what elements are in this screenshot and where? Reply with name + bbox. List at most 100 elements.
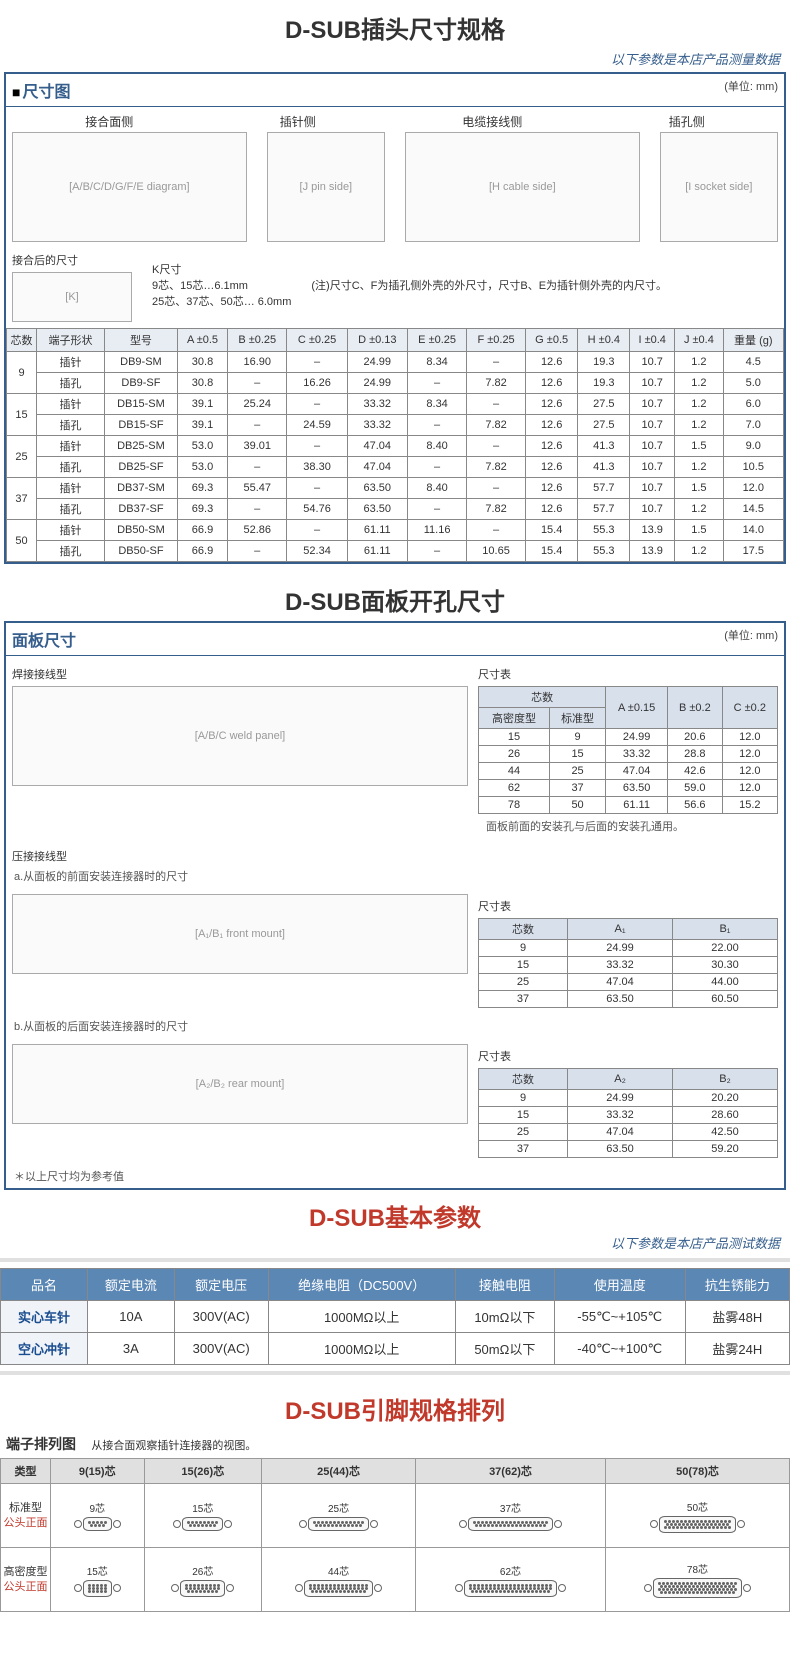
- t2a-cell: 15: [549, 746, 605, 763]
- t1-cell: 69.3: [177, 499, 227, 520]
- t1-cell: 10.7: [630, 373, 675, 394]
- t4-th: 15(26)芯: [144, 1459, 262, 1484]
- t2c-cell: 37: [479, 1141, 568, 1158]
- t1-cell: 57.7: [578, 499, 630, 520]
- t1-cell: 10.7: [630, 457, 675, 478]
- t1-cell: 9.0: [723, 436, 783, 457]
- t1-cell: 38.30: [287, 457, 347, 478]
- diagram-cable: [H cable side]: [405, 132, 640, 242]
- t1-cell: 52.86: [228, 520, 287, 541]
- t1-cell: DB50-SM: [104, 520, 177, 541]
- t2a-cell: 15.2: [722, 797, 777, 814]
- title-1: D-SUB插头尺寸规格: [0, 0, 790, 49]
- t1-th: H ±0.4: [578, 329, 630, 352]
- t1-cell: 8.40: [407, 478, 466, 499]
- t1-pin: 25: [7, 436, 37, 478]
- t2c-cell: 33.32: [568, 1107, 673, 1124]
- t2b-cell: 30.30: [673, 957, 778, 974]
- t1-cell: –: [287, 394, 347, 415]
- diagram-pinside: [J pin side]: [267, 132, 385, 242]
- t2c-cell: 20.20: [673, 1090, 778, 1107]
- t2b-cell: 37: [479, 991, 568, 1008]
- unit-2: (单位: mm): [724, 627, 778, 643]
- t1-cell: –: [407, 415, 466, 436]
- t1-cell: 7.0: [723, 415, 783, 436]
- t1-cell: –: [287, 352, 347, 373]
- t1-cell: 41.3: [578, 436, 630, 457]
- t2a-cell: 12.0: [722, 763, 777, 780]
- t2a-cell: 28.8: [668, 746, 723, 763]
- table-4: 类型9(15)芯15(26)芯25(44)芯37(62)芯50(78)芯 标准型…: [0, 1458, 790, 1612]
- t1-cell: 插孔: [37, 373, 105, 394]
- t3-cell: 1000MΩ以上: [268, 1301, 455, 1333]
- t1-cell: 插孔: [37, 457, 105, 478]
- title-4: D-SUB引脚规格排列: [0, 1381, 790, 1430]
- t4-th: 9(15)芯: [51, 1459, 145, 1484]
- sec1-head-text: 尺寸图: [22, 84, 70, 101]
- lbl-k2: 25芯、37芯、50芯… 6.0mm: [152, 293, 291, 309]
- t1-cell: 24.99: [347, 373, 407, 394]
- t1-cell: 14.5: [723, 499, 783, 520]
- t3-th: 额定电流: [87, 1269, 174, 1301]
- t1-cell: 47.04: [347, 436, 407, 457]
- t1-th: E ±0.25: [407, 329, 466, 352]
- diagram-mate: [A/B/C/D/G/F/E diagram]: [12, 132, 247, 242]
- t1-cell: 27.5: [578, 415, 630, 436]
- t1-cell: 4.5: [723, 352, 783, 373]
- t1-th: B ±0.25: [228, 329, 287, 352]
- t1-cell: 10.7: [630, 394, 675, 415]
- t2a-title: 尺寸表: [478, 666, 778, 682]
- t3-th: 使用温度: [554, 1269, 685, 1301]
- t1-cell: 1.2: [675, 457, 723, 478]
- sec1-head: 尺寸图(单位: mm): [6, 74, 784, 107]
- t1-cell: 插孔: [37, 499, 105, 520]
- t2b-cell: 60.50: [673, 991, 778, 1008]
- t1-cell: 10.7: [630, 415, 675, 436]
- t1-cell: DB9-SF: [104, 373, 177, 394]
- t3-cell: 10mΩ以下: [455, 1301, 554, 1333]
- t1-cell: 55.47: [228, 478, 287, 499]
- t1-cell: 1.2: [675, 499, 723, 520]
- sec2-head: 面板尺寸(单位: mm): [6, 623, 784, 656]
- t2c-th: 芯数: [479, 1069, 568, 1090]
- t3-cell: 300V(AC): [174, 1301, 268, 1333]
- table-1: 芯数端子形状型号A ±0.5B ±0.25C ±0.25D ±0.13E ±0.…: [6, 328, 784, 562]
- t1-cell: 55.3: [578, 541, 630, 562]
- t1-cell: 39.1: [177, 415, 227, 436]
- t1-cell: –: [467, 394, 526, 415]
- t1-cell: 61.11: [347, 520, 407, 541]
- t4-conn: 37芯: [415, 1484, 605, 1548]
- t3-th: 额定电压: [174, 1269, 268, 1301]
- lbl-k1: 9芯、15芯…6.1mm: [152, 277, 291, 293]
- t1-cell: –: [467, 478, 526, 499]
- t2a-cell: 44: [479, 763, 550, 780]
- t1-th: G ±0.5: [525, 329, 578, 352]
- t1-cell: 10.65: [467, 541, 526, 562]
- t2c-th: A₂: [568, 1069, 673, 1090]
- t1-cell: 10.7: [630, 499, 675, 520]
- t2b-cell: 9: [479, 940, 568, 957]
- t1-pin: 9: [7, 352, 37, 394]
- t1-cell: 插针: [37, 394, 105, 415]
- t1-cell: 8.34: [407, 394, 466, 415]
- t1-cell: 33.32: [347, 394, 407, 415]
- t4-conn: 15芯: [144, 1484, 262, 1548]
- t4-rowlabel: 高密度型公头正面: [1, 1548, 51, 1612]
- t3-th: 接触电阻: [455, 1269, 554, 1301]
- t1-cell: 52.34: [287, 541, 347, 562]
- t1-cell: 插针: [37, 478, 105, 499]
- t1-cell: 12.6: [525, 478, 578, 499]
- t2b-cell: 33.32: [568, 957, 673, 974]
- t1-cell: 插针: [37, 352, 105, 373]
- t4-th: 50(78)芯: [605, 1459, 789, 1484]
- t1-th: D ±0.13: [347, 329, 407, 352]
- t2a-cell: 47.04: [606, 763, 668, 780]
- t1-cell: 8.34: [407, 352, 466, 373]
- t4-conn: 78芯: [605, 1548, 789, 1612]
- t1-cell: 11.16: [407, 520, 466, 541]
- t2b-th: A₁: [568, 919, 673, 940]
- t1-cell: 1.2: [675, 394, 723, 415]
- t1-cell: 1.5: [675, 478, 723, 499]
- t2b-cell: 15: [479, 957, 568, 974]
- t1-th: A ±0.5: [177, 329, 227, 352]
